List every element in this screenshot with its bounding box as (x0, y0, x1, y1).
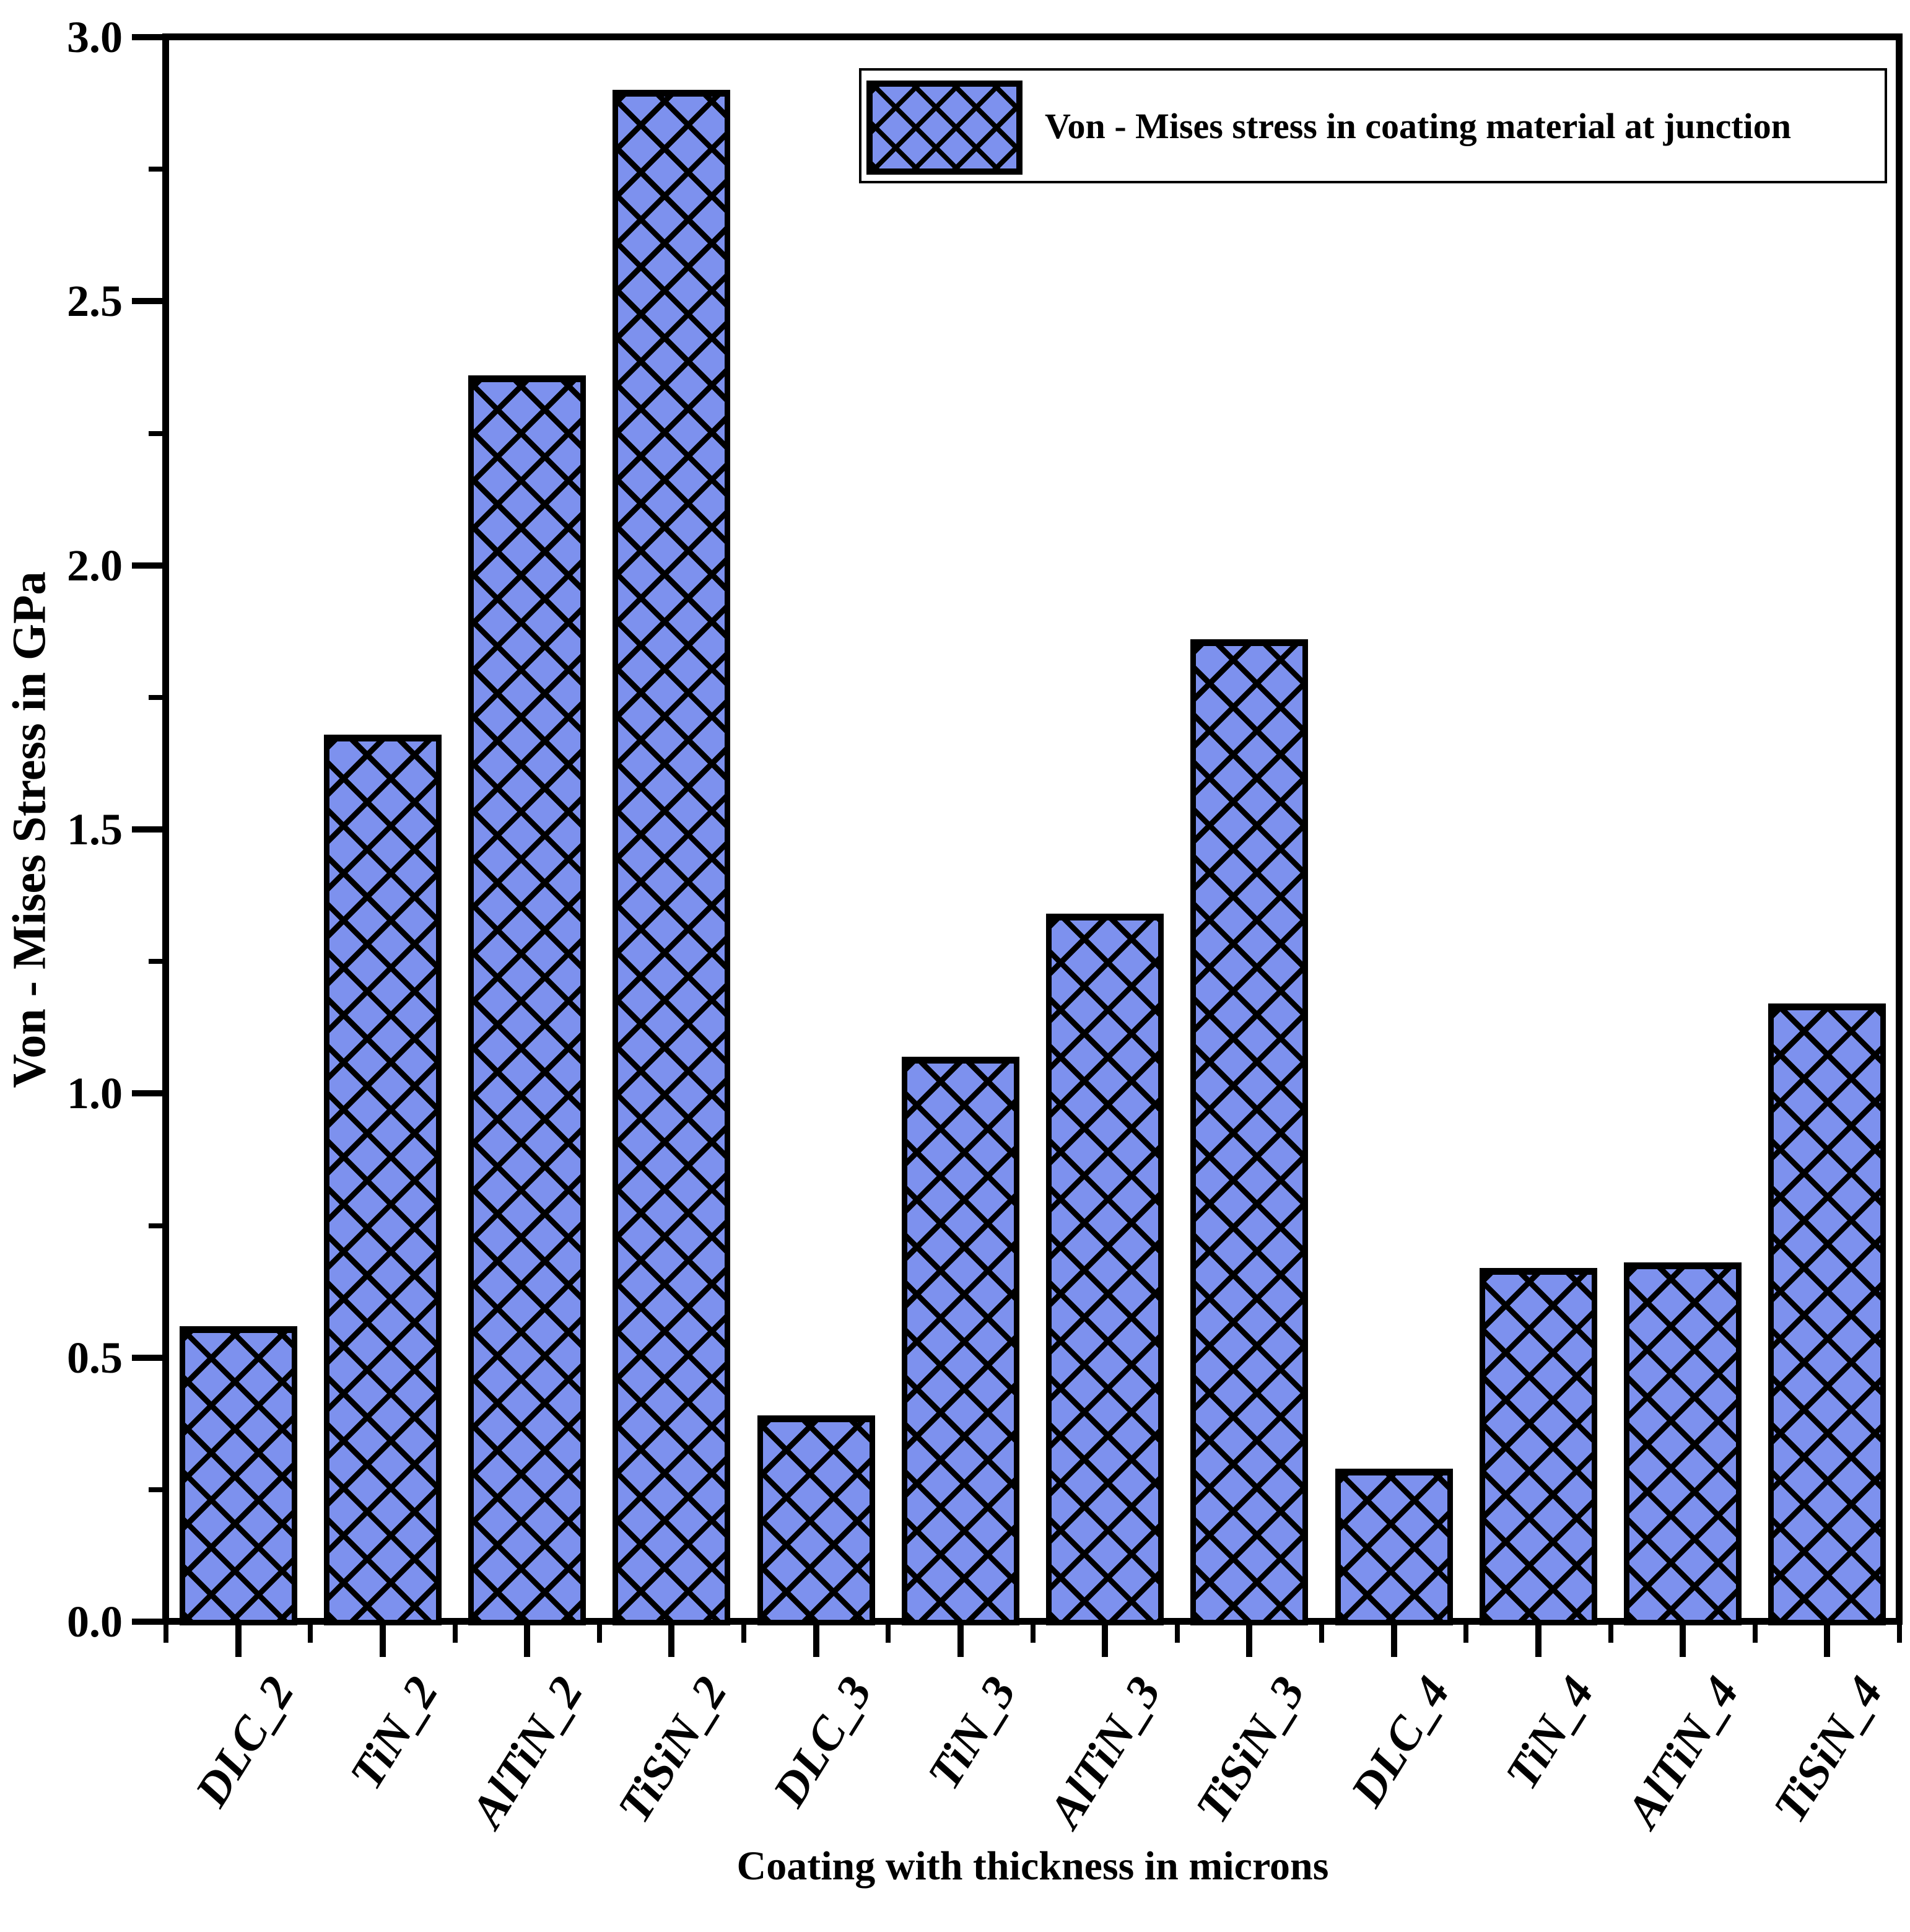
x-tick-minor (164, 1623, 168, 1643)
x-tick-label-TiSiN_3: TiSiN_3 (1185, 1668, 1315, 1832)
legend-label: Von - Mises stress in coating material a… (1045, 105, 1792, 146)
y-tick-major (132, 298, 167, 305)
y-tick-label: 3.0 (67, 12, 123, 62)
bar-DLC_4 (1335, 1468, 1453, 1625)
bar-TiSiN_3 (1190, 639, 1309, 1625)
x-tick-major (813, 1623, 819, 1657)
y-tick-major (132, 1354, 167, 1361)
bar-TiSiN_4 (1768, 1003, 1886, 1625)
bar-DLC_3 (757, 1415, 875, 1625)
x-tick-minor (1030, 1623, 1036, 1643)
bar-AlTiN_3 (1046, 914, 1164, 1625)
x-tick-minor (1752, 1623, 1758, 1643)
bar-AlTiN_4 (1624, 1262, 1742, 1625)
y-tick-minor (149, 694, 167, 700)
x-tick-label-AlTiN_3: AlTiN_3 (1039, 1668, 1171, 1836)
x-tick-major (668, 1623, 675, 1657)
x-tick-label-TiN_3: TiN_3 (918, 1668, 1026, 1798)
x-tick-major (524, 1623, 531, 1657)
x-tick-label-TiSiN_2: TiSiN_2 (608, 1668, 738, 1832)
x-tick-major (957, 1623, 964, 1657)
x-tick-minor (1608, 1623, 1613, 1643)
x-tick-label-AlTiN_4: AlTiN_4 (1616, 1668, 1749, 1836)
x-tick-minor (1319, 1623, 1324, 1643)
bar-TiN_3 (901, 1056, 1019, 1625)
x-tick-label-DLC_3: DLC_3 (762, 1668, 882, 1816)
x-tick-label-TiSiN_4: TiSiN_4 (1763, 1668, 1893, 1832)
y-tick-major (132, 562, 167, 569)
y-tick-major (132, 1090, 167, 1097)
bar-TiSiN_2 (613, 90, 731, 1625)
legend: Von - Mises stress in coating material a… (859, 68, 1887, 183)
bar-TiN_2 (323, 734, 442, 1625)
bar-AlTiN_2 (468, 375, 587, 1625)
x-tick-major (235, 1623, 242, 1657)
y-tick-minor (149, 1223, 167, 1228)
x-tick-minor (1897, 1623, 1902, 1643)
x-tick-label-TiN_4: TiN_4 (1496, 1668, 1604, 1798)
y-tick-major (132, 1619, 167, 1625)
x-tick-minor (452, 1623, 458, 1643)
y-tick-minor (149, 959, 167, 964)
x-tick-major (1535, 1623, 1542, 1657)
x-tick-minor (741, 1623, 746, 1643)
y-tick-minor (149, 1487, 167, 1492)
x-tick-major (1824, 1623, 1831, 1657)
bar-TiN_4 (1479, 1267, 1597, 1625)
x-tick-major (379, 1623, 386, 1657)
x-tick-minor (308, 1623, 313, 1643)
x-tick-major (1246, 1623, 1253, 1657)
y-tick-label: 1.0 (67, 1069, 123, 1119)
y-tick-label: 0.5 (67, 1332, 123, 1383)
y-tick-major (132, 34, 167, 40)
legend-swatch-hatched (866, 81, 1023, 175)
y-tick-label: 1.5 (67, 805, 123, 854)
x-tick-major (1390, 1623, 1397, 1657)
x-tick-minor (886, 1623, 891, 1643)
x-tick-label-DLC_4: DLC_4 (1340, 1668, 1460, 1816)
x-tick-label-TiN_2: TiN_2 (340, 1668, 448, 1798)
x-tick-minor (596, 1623, 602, 1643)
x-tick-major (1680, 1623, 1686, 1657)
y-axis-title-text: Von - Mises Stress in GPa (3, 571, 56, 1088)
x-tick-minor (1174, 1623, 1180, 1643)
x-axis-title: Coating with thickness in microns (736, 1843, 1329, 1889)
y-tick-label: 2.5 (67, 276, 123, 326)
x-tick-major (1102, 1623, 1109, 1657)
x-tick-label-DLC_2: DLC_2 (185, 1668, 304, 1816)
y-tick-label: 2.0 (67, 540, 123, 590)
y-axis-title: Von - Mises Stress in GPa (0, 37, 67, 1622)
y-tick-minor (149, 167, 167, 172)
bar-DLC_2 (179, 1326, 297, 1625)
y-tick-label: 0.0 (67, 1597, 123, 1646)
x-tick-label-AlTiN_2: AlTiN_2 (461, 1668, 593, 1836)
y-tick-minor (149, 431, 167, 436)
y-tick-major (132, 826, 167, 833)
x-tick-minor (1463, 1623, 1469, 1643)
